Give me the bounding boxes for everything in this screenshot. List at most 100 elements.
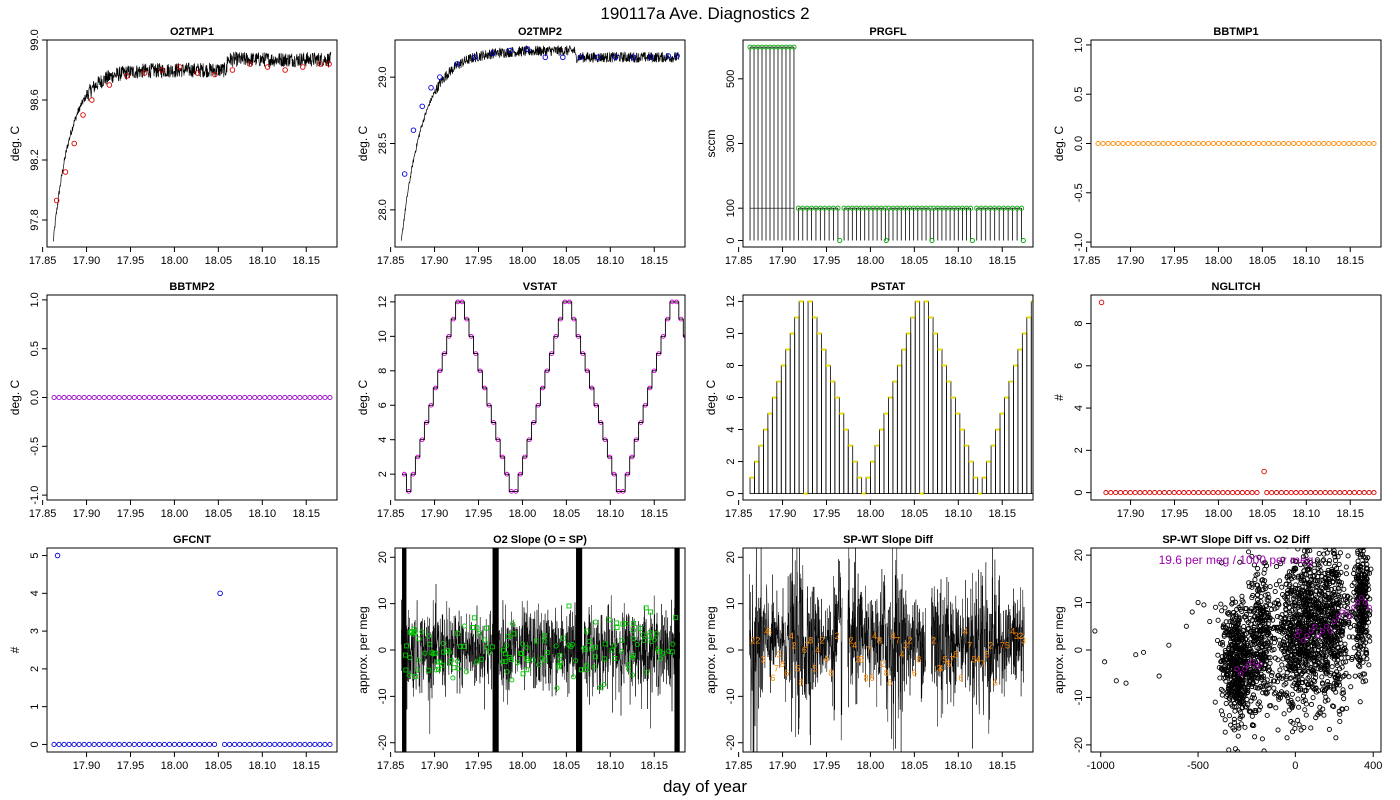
data-point	[1321, 633, 1327, 639]
data-point	[1123, 680, 1129, 686]
data-point	[1333, 598, 1339, 604]
panel-title: O2TMP2	[518, 26, 562, 38]
digit-label: 6	[887, 677, 892, 687]
data-point	[1133, 652, 1139, 658]
data-point	[1229, 689, 1235, 695]
data-point	[1321, 652, 1327, 658]
data-point	[1305, 675, 1311, 681]
data-point	[1222, 717, 1228, 723]
data-point	[1271, 640, 1277, 646]
plot-area	[749, 300, 1080, 495]
x-tick-label: 18.00	[857, 255, 885, 267]
data-point	[439, 662, 445, 668]
y-axis-label: approx. per meg	[1052, 606, 1066, 693]
data-point	[1335, 614, 1341, 620]
data-point	[426, 633, 432, 639]
x-tick-label: 17.85	[377, 508, 405, 520]
x-tick-label: 17.95	[117, 760, 145, 772]
data-point	[1253, 664, 1259, 670]
x-tick-label: 17.95	[465, 508, 493, 520]
data-point	[1328, 612, 1334, 618]
data-point	[1234, 666, 1240, 672]
data-point	[1354, 524, 1358, 528]
plot-area	[747, 44, 1026, 244]
data-point	[1236, 725, 1242, 731]
plot-area	[1098, 299, 1377, 496]
data-point	[1328, 618, 1334, 624]
bar	[959, 429, 965, 494]
data-point	[1259, 656, 1265, 662]
data-point	[1340, 647, 1346, 653]
data-point	[1323, 623, 1330, 629]
data-point	[1317, 490, 1323, 496]
data-point	[455, 630, 461, 636]
data-point	[1318, 539, 1322, 543]
data-point	[583, 663, 589, 669]
data-point	[1326, 558, 1333, 564]
data-point	[1260, 644, 1266, 650]
data-point	[1264, 677, 1270, 683]
data-point	[1342, 603, 1348, 609]
y-tick-label: 300	[725, 134, 737, 152]
data-point	[1291, 140, 1297, 147]
data-point	[619, 637, 625, 644]
data-point	[1358, 633, 1364, 639]
data-point	[1122, 490, 1128, 496]
data-point	[643, 605, 649, 611]
data-point	[1242, 724, 1248, 730]
x-tick-label: 0	[1292, 760, 1298, 772]
data-point	[1303, 648, 1309, 654]
x-tick-label: 17.90	[1117, 508, 1145, 520]
data-point	[1243, 631, 1249, 637]
data-point	[1315, 604, 1321, 610]
bar	[1076, 430, 1080, 494]
x-tick-label: 18.00	[509, 508, 537, 520]
data-point	[1283, 490, 1289, 496]
data-point	[837, 237, 843, 244]
data-point	[514, 660, 520, 666]
data-point	[1258, 671, 1264, 677]
y-tick-label: 28.0	[377, 199, 389, 220]
data-point	[1235, 140, 1242, 147]
data-point	[602, 656, 607, 662]
data-point	[1156, 490, 1163, 496]
y-tick-label: 2	[1073, 447, 1085, 453]
x-tick-label: 18.15	[292, 255, 320, 267]
data-point	[86, 394, 92, 401]
data-point	[620, 621, 626, 627]
data-point	[1307, 651, 1313, 657]
data-point	[81, 394, 87, 401]
data-point	[1285, 695, 1291, 701]
data-point	[602, 641, 608, 647]
data-point	[1293, 490, 1299, 496]
data-point	[1356, 657, 1362, 663]
y-tick-label: 0	[29, 741, 41, 747]
data-point	[1342, 641, 1348, 647]
data-point	[1327, 628, 1333, 634]
data-point	[1241, 672, 1247, 678]
digit-label: 5	[972, 654, 977, 664]
digit-label: 4	[764, 626, 769, 636]
bar	[950, 397, 956, 494]
data-point	[1329, 604, 1335, 610]
data-point	[1301, 644, 1307, 650]
data-point	[176, 394, 183, 401]
plot-area	[51, 552, 333, 747]
data-point	[1275, 657, 1281, 663]
data-point	[1175, 140, 1181, 147]
data-point	[1341, 673, 1347, 679]
data-point	[1230, 490, 1236, 496]
data-point	[1343, 564, 1349, 570]
data-point	[428, 85, 434, 91]
data-point	[171, 741, 177, 747]
data-point	[1201, 602, 1207, 608]
x-tick-label: 17.85	[1073, 255, 1101, 267]
bar	[780, 365, 787, 494]
data-point	[1293, 582, 1299, 588]
data-point	[1306, 140, 1312, 147]
data-point	[1278, 561, 1284, 567]
data-point	[1098, 299, 1105, 306]
data-point	[1225, 686, 1232, 692]
data-point	[471, 615, 477, 621]
